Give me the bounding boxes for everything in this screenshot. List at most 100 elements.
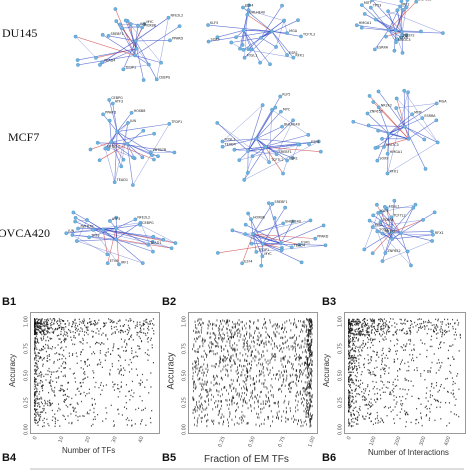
scatter-point (430, 339, 432, 341)
scatter-point (354, 374, 356, 377)
network-node (378, 210, 383, 214)
scatter-point (256, 374, 257, 378)
scatter-point (198, 336, 200, 339)
scatter-point (117, 387, 119, 390)
scatter-point (296, 338, 297, 341)
scatter-point (357, 423, 359, 425)
scatter-point (207, 380, 208, 383)
scatter-point (212, 375, 214, 379)
scatter-point (104, 359, 106, 362)
scatter-point (193, 329, 195, 332)
network-node (389, 230, 394, 235)
scatter-point (204, 340, 206, 343)
scatter-point (278, 369, 280, 373)
scatter-point (412, 357, 414, 359)
scatter-point (358, 319, 360, 321)
scatter-point (349, 321, 351, 324)
scatter-point (360, 373, 362, 376)
scatter-point (216, 341, 218, 344)
scatter-point (242, 417, 243, 420)
scatter-point (227, 363, 229, 367)
scatter-point (350, 357, 353, 359)
scatter-point (311, 394, 313, 397)
network-edge (400, 212, 435, 234)
scatter-point (429, 390, 431, 392)
network-node (402, 124, 407, 129)
network-8: TFDP1HOXB8PPARDMYCSREBF1TEAD4E2F4ESR1BHL… (215, 200, 329, 268)
scatter-point (76, 362, 78, 364)
scatter-point (71, 339, 73, 341)
scatter-point (37, 413, 39, 415)
scatter-point (86, 393, 88, 395)
scatter-point (277, 401, 279, 404)
scatter-point (35, 328, 37, 331)
network-node (161, 237, 166, 242)
scatter-point (273, 324, 275, 327)
scatter-point (300, 424, 302, 428)
scatter-marks-B3: 0.000.250.500.751.000 100 200 300 400 (338, 316, 461, 447)
network-node (260, 254, 265, 259)
scatter-point (49, 347, 51, 350)
scatter-point (387, 326, 389, 329)
scatter-point (445, 324, 447, 326)
scatter-point (298, 393, 300, 396)
network-node-label: PPARD (172, 36, 184, 40)
scatter-point (403, 344, 405, 346)
scatter-point (36, 354, 38, 356)
scatter-point (136, 323, 138, 325)
scatter-point (441, 331, 443, 334)
scatter-point (349, 346, 351, 348)
scatter-point (296, 391, 298, 395)
x-tick-label: 1.00 (307, 436, 316, 449)
network-node (114, 226, 118, 231)
scatter-point (59, 408, 61, 411)
scatter-point (275, 355, 277, 358)
network-node (243, 222, 248, 227)
network-node-label: MITF (364, 1, 372, 5)
scatter-point (407, 413, 409, 416)
scatter-point (36, 326, 39, 329)
scatter-point (54, 425, 56, 428)
scatter-point (80, 327, 82, 329)
scatter-point (77, 403, 79, 405)
scatter-point (238, 371, 239, 375)
scatter-point (98, 333, 100, 335)
scatter-point (350, 386, 352, 389)
scatter-point (385, 333, 388, 335)
scatter-point (348, 336, 350, 338)
scatter-point (87, 326, 89, 328)
network-edge (391, 232, 408, 252)
network-node (260, 103, 265, 107)
scatter-point (94, 324, 96, 327)
scatter-point (396, 323, 398, 325)
scatter-point (311, 400, 313, 403)
x-tick-label: 300 (418, 436, 427, 447)
scatter-point (196, 367, 198, 370)
network-edge (156, 17, 169, 80)
scatter-point (310, 350, 311, 353)
network-edge (111, 142, 122, 167)
scatter-point (350, 419, 352, 421)
scatter-point (126, 328, 128, 331)
scatter-point (142, 323, 144, 325)
scatter-point (411, 323, 413, 325)
scatter-point (237, 402, 239, 405)
scatter-point (205, 352, 206, 355)
scatter-point (296, 353, 298, 356)
network-edge (252, 234, 257, 252)
scatter-point (425, 415, 427, 417)
network-node-label: HMGA1 (390, 150, 403, 154)
scatter-point (216, 352, 218, 355)
scatter-point (66, 395, 68, 398)
scatter-point (83, 322, 85, 325)
scatter-point (199, 335, 201, 338)
scatter-point (388, 347, 390, 350)
scatter-point (81, 330, 83, 332)
scatter-point (248, 348, 250, 351)
scatter-point (370, 412, 372, 415)
scatter-point (203, 358, 205, 361)
scatter-point (127, 417, 129, 419)
scatter-point (36, 329, 38, 331)
scatter-point (307, 370, 309, 373)
scatter-point (249, 344, 251, 347)
